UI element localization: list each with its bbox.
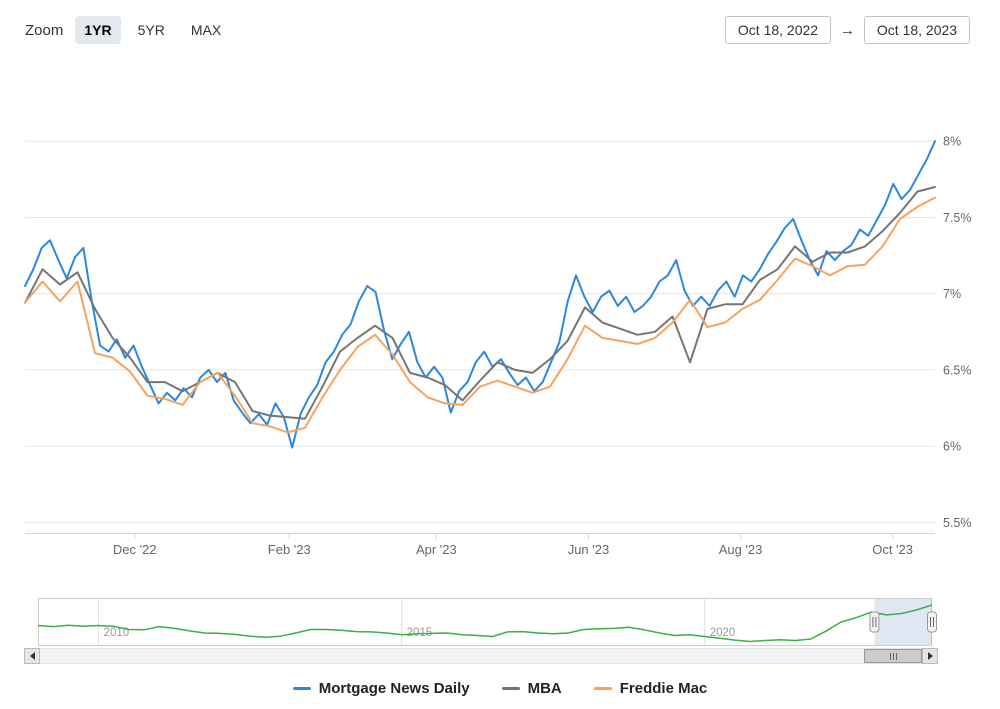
- y-axis-label: 5.5%: [943, 516, 972, 530]
- series-line-mortgage-news-daily: [24, 140, 936, 449]
- left-triangle-icon: [29, 652, 35, 660]
- scrollbar-thumb[interactable]: [864, 649, 922, 663]
- x-axis-label: Jun '23: [568, 542, 610, 557]
- date-from-input[interactable]: [725, 16, 831, 44]
- legend-item-freddie-mac[interactable]: Freddie Mac: [593, 680, 708, 697]
- legend-item-mba[interactable]: MBA: [501, 680, 562, 697]
- scrollbar-track[interactable]: [40, 648, 922, 664]
- navigator[interactable]: 2010 2015 2020: [0, 598, 1000, 646]
- date-range-arrow-icon: →: [840, 21, 855, 39]
- scrollbar-grip-icon: [892, 652, 894, 660]
- series-line-mba: [24, 186, 936, 420]
- navigator-year-label: 2010: [104, 627, 130, 639]
- zoom-5yr-button[interactable]: 5YR: [129, 16, 174, 44]
- legend-line-icon: [593, 687, 612, 690]
- legend: Mortgage News Daily MBA Freddie Mac: [0, 680, 1000, 697]
- legend-label: Mortgage News Daily: [318, 680, 470, 697]
- navigator-left-handle[interactable]: [869, 611, 880, 633]
- y-axis-label: 7%: [943, 287, 961, 301]
- y-axis-label: 6.5%: [943, 363, 972, 377]
- legend-line-icon: [292, 687, 311, 690]
- scrollbar-left-arrow[interactable]: [24, 648, 40, 664]
- scrollbar: [24, 648, 938, 664]
- series-line-freddie-mac: [24, 196, 936, 434]
- right-triangle-icon: [927, 652, 933, 660]
- legend-item-mortgage-news-daily[interactable]: Mortgage News Daily: [292, 680, 470, 697]
- navigator-svg[interactable]: 2010 2015 2020: [0, 598, 1000, 646]
- x-axis-label: Feb '23: [268, 542, 311, 557]
- zoom-label: Zoom: [25, 21, 64, 39]
- zoom-1yr-button[interactable]: 1YR: [75, 16, 121, 44]
- navigator-selected-range[interactable]: [874, 599, 932, 645]
- date-to-input[interactable]: [864, 16, 970, 44]
- main-chart-svg[interactable]: 8% 7.5% 7% 6.5% 6% 5.5% Dec '22 Feb '23 Apr '23 J…: [0, 60, 1000, 565]
- zoom-max-button[interactable]: MAX: [182, 16, 230, 44]
- navigator-series-line: [37, 604, 933, 643]
- y-axis-label: 7.5%: [943, 211, 972, 225]
- x-axis-label: Aug '23: [719, 542, 763, 557]
- y-axis-label: 6%: [943, 440, 961, 454]
- legend-label: MBA: [527, 680, 562, 697]
- x-axis-label: Dec '22: [113, 542, 157, 557]
- x-axis-label: Oct '23: [872, 542, 913, 557]
- navigator-right-handle[interactable]: [927, 611, 937, 633]
- main-chart[interactable]: 8% 7.5% 7% 6.5% 6% 5.5% Dec '22 Feb '23 Apr '23 J…: [0, 60, 1000, 565]
- y-axis-label: 8%: [943, 135, 961, 149]
- x-axis-label: Apr '23: [416, 542, 457, 557]
- scrollbar-right-arrow[interactable]: [922, 648, 938, 664]
- legend-label: Freddie Mac: [619, 680, 708, 697]
- legend-line-icon: [501, 687, 520, 690]
- navigator-outline: [38, 598, 932, 646]
- navigator-year-label: 2020: [710, 627, 736, 639]
- range-selector-toolbar: Zoom 1YR 5YR MAX →: [0, 0, 1000, 44]
